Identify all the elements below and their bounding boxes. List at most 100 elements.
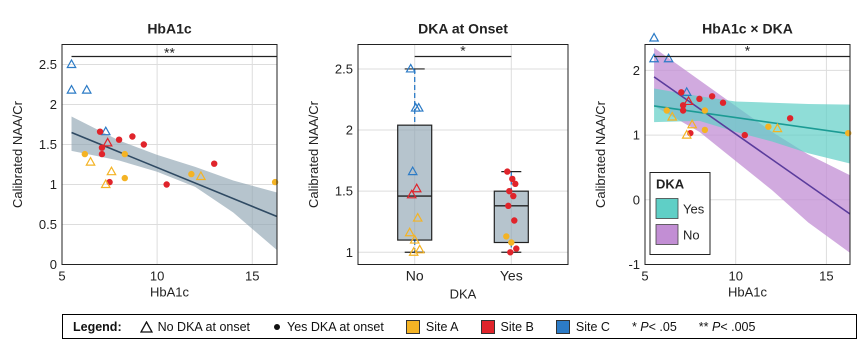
data-point (702, 127, 708, 133)
data-point (510, 193, 516, 199)
confidence-band (72, 117, 277, 251)
y-axis-label: Calibrated NAA/Cr (306, 100, 321, 208)
legend-title: Legend: (73, 320, 122, 334)
y-tick-label: 1.5 (39, 137, 57, 152)
significance-label: * (745, 43, 751, 59)
panel-hba1c: 5 10 15 0 0.5 1 1.5 2 2.5 ** HbA1c HbA1c Calibrated … (10, 21, 278, 300)
data-point (67, 60, 75, 68)
legend-site-a-label: Site A (426, 320, 459, 334)
data-point (680, 107, 686, 113)
data-point (122, 175, 128, 181)
triangle-marker-icon (140, 321, 153, 333)
legend-yes-dka: Yes DKA at onset (272, 320, 384, 334)
y-tick-label: 1 (633, 128, 640, 143)
y-axis-label: Calibrated NAA/Cr (593, 100, 608, 208)
data-point (211, 161, 217, 167)
data-point (129, 133, 135, 139)
data-point (720, 100, 726, 106)
data-point (787, 115, 793, 121)
x-tick-label: 15 (819, 269, 833, 284)
dka-legend-label: Yes (683, 202, 705, 217)
data-point (742, 132, 748, 138)
x-tick-label: 15 (245, 269, 259, 284)
data-point (141, 141, 147, 147)
chart-title: DKA at Onset (418, 21, 508, 37)
data-point (702, 107, 708, 113)
data-point (107, 167, 115, 175)
data-point (511, 217, 517, 223)
sig1-star: * (632, 320, 637, 334)
dka-legend-label: No (683, 228, 700, 243)
y-tick-label: 0.5 (39, 217, 57, 232)
x-tick-label: 5 (58, 269, 65, 284)
x-tick-label: No (406, 268, 424, 284)
y-tick-label: 2 (50, 97, 57, 112)
x-axis-label: HbA1c (150, 285, 190, 300)
data-point (82, 151, 88, 157)
y-tick-label: -1 (628, 257, 640, 272)
legend-sig-005: ** P < .005 (699, 320, 756, 334)
legend-site-c: Site C (556, 320, 610, 334)
dka-legend-title: DKA (656, 177, 685, 192)
legend-site-a: Site A (406, 320, 459, 334)
panel-interaction: 5 10 15 -1 0 1 2 DKA Yes No * HbA1c × DKA HbA1c Calib… (593, 21, 851, 300)
data-point (163, 181, 169, 187)
sig1-p: P (640, 320, 648, 334)
significance-label: ** (164, 45, 175, 61)
panel-dka-onset: No Yes 1 1.5 2 2.5 * DKA at Onset DKA Calibrated … (306, 21, 568, 302)
x-tick-label: Yes (500, 268, 523, 284)
x-axis-label: HbA1c (728, 285, 768, 300)
legend-site-b: Site B (481, 320, 534, 334)
y-tick-label: 2.5 (39, 57, 57, 72)
y-tick-label: 2 (633, 63, 640, 78)
legend-no-dka-label: No DKA at onset (158, 320, 250, 334)
data-point (513, 245, 519, 251)
data-point (709, 93, 715, 99)
data-point (188, 171, 194, 177)
figure-legend: Legend: No DKA at onset Yes DKA at onset… (62, 314, 857, 339)
data-point (122, 151, 128, 157)
x-tick-label: 10 (150, 269, 164, 284)
y-tick-label: 1 (50, 177, 57, 192)
dka-legend: DKA Yes No (650, 173, 710, 255)
sig2-p: P (712, 320, 720, 334)
sig2-value: < .005 (720, 320, 755, 334)
data-point (67, 86, 75, 94)
data-point (765, 123, 771, 129)
legend-site-b-label: Site B (501, 320, 534, 334)
y-tick-label: 2 (346, 123, 353, 138)
sig2-star: ** (699, 320, 709, 334)
data-point (407, 64, 415, 72)
y-tick-label: 0 (633, 192, 640, 207)
data-point (86, 158, 94, 166)
data-point (696, 96, 702, 102)
data-point (97, 129, 103, 135)
x-tick-label: 10 (728, 269, 742, 284)
data-point (99, 145, 105, 151)
significance-label: * (460, 43, 466, 59)
y-tick-label: 1.5 (335, 184, 353, 199)
site-c-swatch (556, 320, 570, 334)
dka-legend-swatch (656, 225, 678, 245)
site-b-swatch (481, 320, 495, 334)
x-axis-label: DKA (450, 287, 477, 302)
data-point (508, 239, 514, 245)
legend-site-c-label: Site C (576, 320, 610, 334)
data-point (664, 107, 670, 113)
sig1-value: < .05 (649, 320, 677, 334)
data-point (678, 89, 684, 95)
data-point (99, 151, 105, 157)
x-tick-label: 5 (641, 269, 648, 284)
data-point (503, 233, 509, 239)
dka-legend-swatch (656, 199, 678, 219)
dot-marker-icon (272, 321, 282, 333)
data-point (83, 86, 91, 94)
chart-title: HbA1c × DKA (702, 21, 793, 37)
y-tick-label: 1 (346, 245, 353, 260)
data-point (116, 137, 122, 143)
legend-sig-05: * P < .05 (632, 320, 677, 334)
y-tick-label: 2.5 (335, 61, 353, 76)
y-axis-label: Calibrated NAA/Cr (10, 100, 25, 208)
site-a-swatch (406, 320, 420, 334)
